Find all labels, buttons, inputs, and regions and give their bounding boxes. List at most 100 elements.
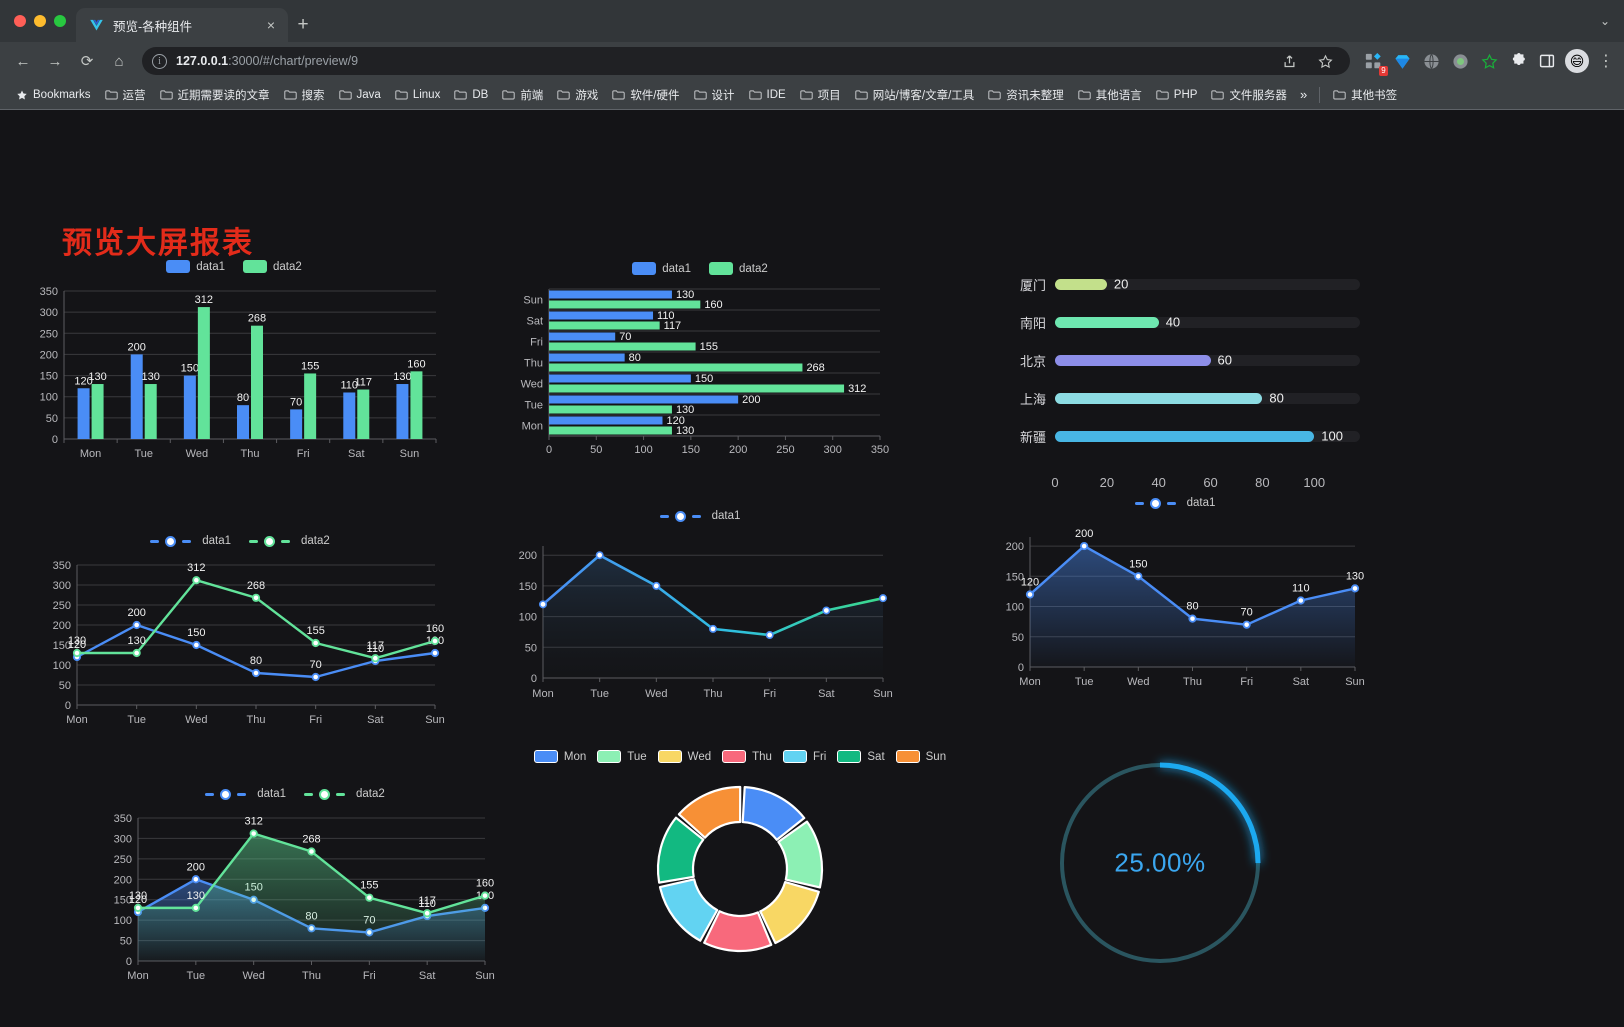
progress-row[interactable]: 新疆 100 xyxy=(1000,417,1360,455)
svg-text:Thu: Thu xyxy=(302,970,321,982)
bookmark-other[interactable]: 其他书签 xyxy=(1326,84,1404,106)
bookmark-item-15[interactable]: 其他语言 xyxy=(1071,84,1149,106)
legend-item-data2[interactable]: data2 xyxy=(249,535,330,547)
donut-legend-item-wed[interactable]: Wed xyxy=(657,750,711,763)
close-tab-button[interactable]: × xyxy=(266,17,276,33)
bookmark-item-10[interactable]: 设计 xyxy=(687,84,742,106)
legend-item-data2[interactable]: data2 xyxy=(304,788,385,800)
gauge-chart[interactable]: 25.00% xyxy=(1040,738,1280,988)
progress-row[interactable]: 上海 80 xyxy=(1000,379,1360,417)
legend-item-data2[interactable]: data2 xyxy=(709,262,768,275)
bookmark-label: Java xyxy=(356,88,381,101)
bookmark-ide[interactable]: IDE xyxy=(742,86,793,104)
donut-legend-item-fri[interactable]: Fri xyxy=(782,750,826,763)
bookmark-item-3[interactable]: 搜索 xyxy=(277,84,332,106)
bookmark-php[interactable]: PHP xyxy=(1149,86,1205,104)
bookmark-label: PHP xyxy=(1173,88,1198,101)
bookmark-item-2[interactable]: 近期需要读的文章 xyxy=(153,84,277,106)
progress-track: 80 xyxy=(1055,391,1360,406)
horizontal-bar-chart[interactable]: data1 data2 0 50 100 150 200 250 300 350 Sun 130 1… xyxy=(505,262,895,477)
legend-item-data1[interactable]: data1 xyxy=(632,262,691,275)
legend-label-data1: data1 xyxy=(711,510,741,522)
progress-row[interactable]: 北京 60 xyxy=(1000,341,1360,379)
svg-text:150: 150 xyxy=(682,444,700,456)
bookmark-item-17[interactable]: 文件服务器 xyxy=(1204,84,1294,106)
bookmark-item-7[interactable]: 前端 xyxy=(495,84,550,106)
legend-line-data2 xyxy=(249,539,258,543)
progress-row[interactable]: 厦门 20 xyxy=(1000,265,1360,303)
donut-legend-swatch xyxy=(895,750,920,763)
extensions-grid-icon[interactable]: 9 xyxy=(1362,50,1388,76)
maximize-window-button[interactable] xyxy=(54,15,66,27)
progress-row[interactable]: 南阳 40 xyxy=(1000,303,1360,341)
forward-arrow-icon[interactable]: → xyxy=(47,52,63,70)
bookmark-item-14[interactable]: 资讯未整理 xyxy=(981,84,1071,106)
svg-text:130: 130 xyxy=(68,635,86,647)
bookmark-item-8[interactable]: 游戏 xyxy=(550,84,605,106)
legend-item-data2[interactable]: data2 xyxy=(243,260,302,273)
bookmark-item-1[interactable]: 运营 xyxy=(98,84,153,106)
svg-text:155: 155 xyxy=(301,360,319,372)
donut-legend-label: Tue xyxy=(627,750,647,763)
star-outline-green-icon[interactable] xyxy=(1478,50,1500,72)
profile-avatar[interactable]: 😄 xyxy=(1565,49,1589,73)
bookmarks-overflow-button[interactable]: » xyxy=(1299,87,1308,102)
legend-item-data1[interactable]: data1 xyxy=(150,535,231,547)
bookmark-db[interactable]: DB xyxy=(447,86,495,104)
address-bar[interactable]: i 127.0.0.1:3000/#/chart/preview/9 xyxy=(142,47,1350,75)
bookmark-bookmarks[interactable]: Bookmarks xyxy=(9,86,98,104)
legend-line2-data1 xyxy=(182,539,192,543)
reload-icon[interactable]: ⟳ xyxy=(80,53,94,70)
side-panel-icon[interactable] xyxy=(1536,50,1558,72)
globe-icon[interactable] xyxy=(1420,50,1442,72)
vertical-bar-chart[interactable]: data1 data2 0 50 100 150 200 250 300 350 Mon 120 1… xyxy=(24,260,444,475)
legend-line-data1 xyxy=(1134,501,1144,505)
back-arrow-icon[interactable]: ← xyxy=(15,52,31,70)
bookmark-item-13[interactable]: 网站/博客/文章/工具 xyxy=(848,84,982,106)
legend-item-data1[interactable]: data1 xyxy=(659,510,741,522)
circle-icon[interactable] xyxy=(1449,50,1471,72)
svg-text:200: 200 xyxy=(742,394,760,406)
bookmark-item-9[interactable]: 软件/硬件 xyxy=(605,84,686,106)
site-info-icon[interactable]: i xyxy=(152,53,167,69)
donut-legend-label: Sat xyxy=(867,750,885,763)
progress-bar-chart[interactable]: 厦门 20 南阳 40 北京 60 上海 80 新疆 100 xyxy=(1000,265,1360,505)
diamond-icon[interactable] xyxy=(1391,50,1413,72)
line-chart-dual[interactable]: data1 data2 0 50 100 150 200 250 300 350 Mon Tue W… xyxy=(35,535,445,740)
svg-text:300: 300 xyxy=(824,444,842,456)
bookmark-star-icon[interactable] xyxy=(1310,46,1340,76)
donut-legend-item-thu[interactable]: Thu xyxy=(722,750,772,763)
legend-label-data2: data2 xyxy=(739,262,768,275)
browser-menu-icon[interactable]: ⋮ xyxy=(1598,53,1614,70)
legend-item-data1[interactable]: data1 xyxy=(1134,497,1216,509)
svg-text:Tue: Tue xyxy=(590,688,609,700)
legend-item-data1[interactable]: data1 xyxy=(205,788,286,800)
browser-tab[interactable]: 预览-各种组件 × xyxy=(76,8,288,42)
svg-text:100: 100 xyxy=(114,915,132,927)
gauge-ring xyxy=(1059,762,1261,964)
share-icon[interactable] xyxy=(1274,46,1304,76)
area-chart-dual[interactable]: data1 data2 0 50 100 150 200 250 300 350 Mon Tue W… xyxy=(90,788,500,998)
home-icon[interactable]: ⌂ xyxy=(114,52,124,70)
bookmark-java[interactable]: Java xyxy=(332,86,388,104)
area-chart-single[interactable]: data1 0 50 100 150 200 Mon Tue Wed Thu Fri Sat Sun 1… xyxy=(985,497,1365,707)
svg-text:100: 100 xyxy=(1006,602,1024,614)
donut-legend-item-sun[interactable]: Sun xyxy=(895,750,946,763)
legend-item-data1[interactable]: data1 xyxy=(166,260,225,273)
puzzle-icon[interactable] xyxy=(1507,50,1529,72)
donut-legend-item-mon[interactable]: Mon xyxy=(533,750,586,763)
svg-text:120: 120 xyxy=(68,639,86,651)
close-window-button[interactable] xyxy=(14,15,26,27)
svg-text:200: 200 xyxy=(1006,541,1024,553)
legend-label-data1: data1 xyxy=(1186,497,1216,509)
minimize-window-button[interactable] xyxy=(34,15,46,27)
chart-legend: data1 xyxy=(985,497,1365,509)
tab-search-chevron-down-icon[interactable]: ⌄ xyxy=(1599,14,1610,28)
bookmark-item-12[interactable]: 项目 xyxy=(793,84,848,106)
gradient-line-chart[interactable]: data1 0 50 100 150 200 Mon Tue Wed Thu Fri Sat Sun xyxy=(505,510,895,715)
donut-legend-item-sat[interactable]: Sat xyxy=(837,750,885,763)
new-tab-button[interactable]: + xyxy=(297,14,309,35)
donut-legend-item-tue[interactable]: Tue xyxy=(597,750,647,763)
donut-chart[interactable]: Mon Tue Wed Thu Fri Sat Sun xyxy=(533,750,946,1000)
bookmark-linux[interactable]: Linux xyxy=(388,86,448,104)
